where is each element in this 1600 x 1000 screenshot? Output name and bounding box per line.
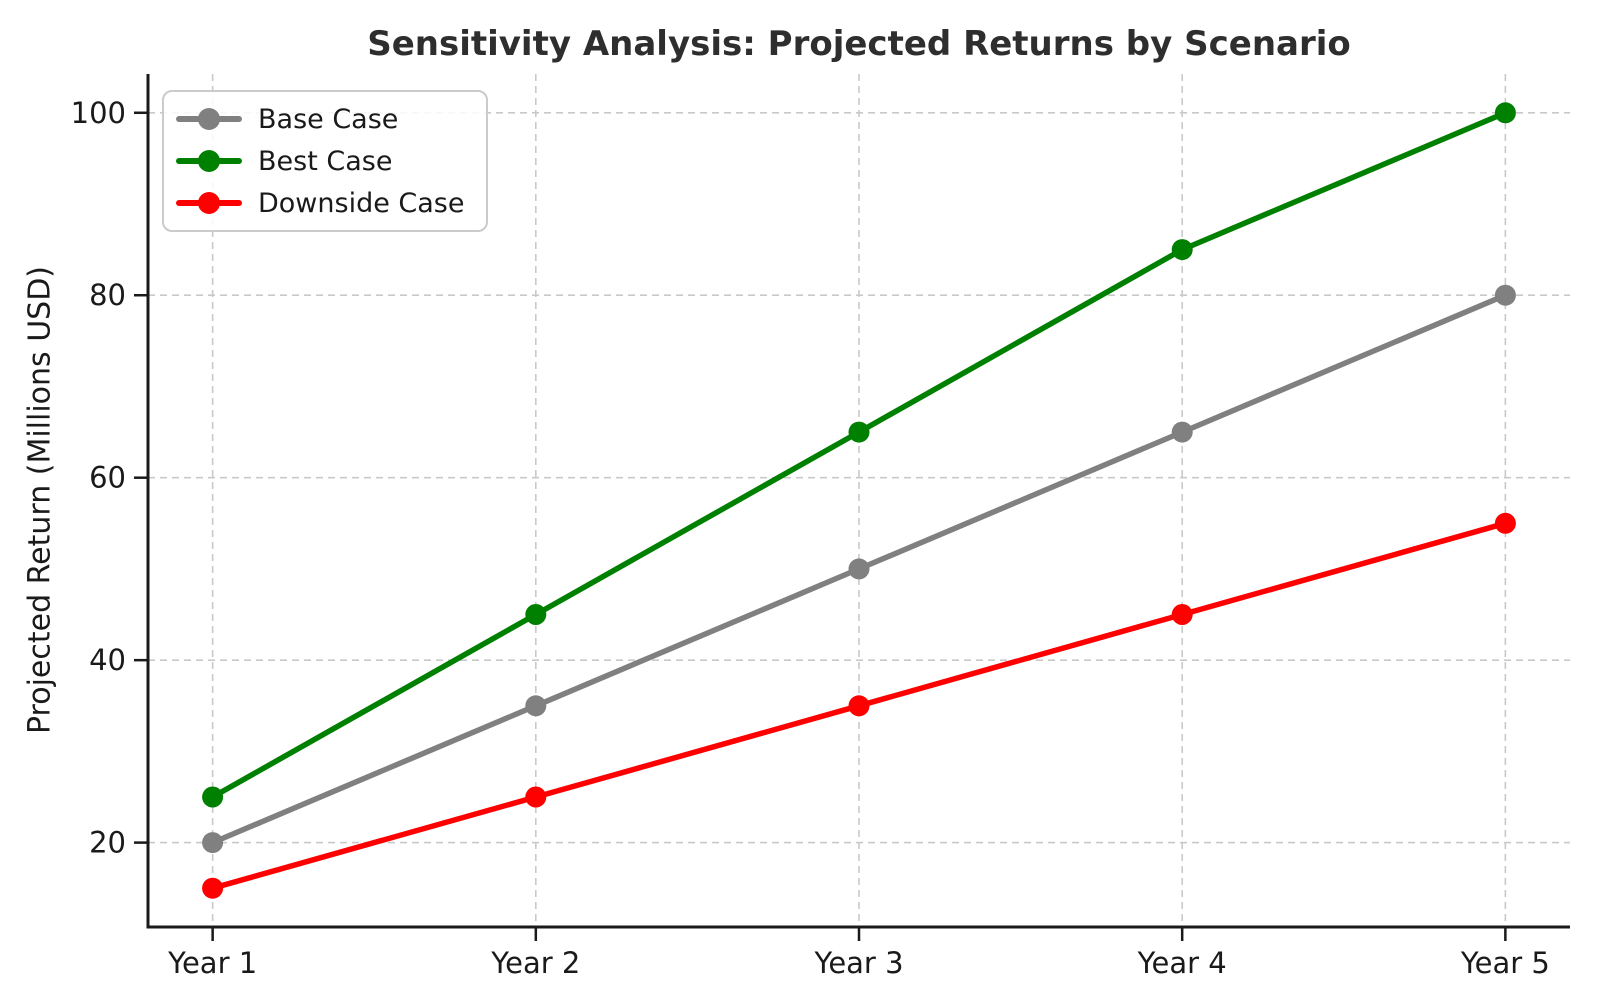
- data-point-base-case-year-1: [202, 832, 224, 854]
- data-point-best-case-year-4: [1171, 239, 1193, 261]
- legend-label-best-case: Best Case: [258, 145, 393, 177]
- x-tick-label: Year 3: [813, 946, 903, 980]
- data-point-base-case-year-4: [1171, 421, 1193, 443]
- y-axis: 20 40 60 80 100: [71, 96, 148, 860]
- gridlines: [148, 74, 1570, 927]
- data-point-best-case-year-3: [848, 421, 870, 443]
- x-axis: Year 1 Year 2 Year 3 Year 4 Year 5: [167, 927, 1550, 980]
- data-point-best-case-year-1: [202, 786, 224, 808]
- legend-item-best-case: Best Case: [176, 140, 464, 182]
- x-tick-label: Year 1: [167, 946, 257, 980]
- data-point-base-case-year-2: [525, 695, 547, 717]
- data-point-downside-case-year-1: [202, 877, 224, 899]
- legend-swatch-base-case: [176, 108, 242, 130]
- x-tick-label: Year 2: [490, 946, 580, 980]
- y-tick-label: 60: [89, 461, 126, 495]
- series-downside-case: [202, 512, 1516, 899]
- series-best-case: [202, 102, 1516, 808]
- y-tick-label: 40: [89, 643, 126, 677]
- data-point-base-case-year-5: [1494, 284, 1516, 306]
- data-point-best-case-year-2: [525, 604, 547, 625]
- legend-item-base-case: Base Case: [176, 98, 464, 140]
- legend-swatch-best-case: [176, 150, 242, 172]
- data-point-base-case-year-3: [848, 558, 870, 580]
- data-point-downside-case-year-3: [848, 695, 870, 717]
- legend-item-downside-case: Downside Case: [176, 182, 464, 224]
- data-point-downside-case-year-2: [525, 786, 547, 808]
- data-point-downside-case-year-4: [1171, 604, 1193, 625]
- data-point-best-case-year-5: [1494, 102, 1516, 124]
- y-tick-label: 20: [89, 826, 126, 860]
- legend-swatch-downside-case: [176, 192, 242, 214]
- legend-label-base-case: Base Case: [258, 103, 399, 135]
- legend-label-downside-case: Downside Case: [258, 187, 465, 219]
- x-tick-label: Year 4: [1137, 946, 1227, 980]
- legend: Base Case Best Case Downside Case: [162, 90, 489, 232]
- y-tick-label: 100: [71, 96, 126, 130]
- series-base-case: [202, 284, 1516, 854]
- data-point-downside-case-year-5: [1494, 512, 1516, 534]
- x-tick-label: Year 5: [1460, 946, 1550, 980]
- y-tick-label: 80: [89, 278, 126, 312]
- chart-title: Sensitivity Analysis: Projected Returns …: [367, 24, 1351, 64]
